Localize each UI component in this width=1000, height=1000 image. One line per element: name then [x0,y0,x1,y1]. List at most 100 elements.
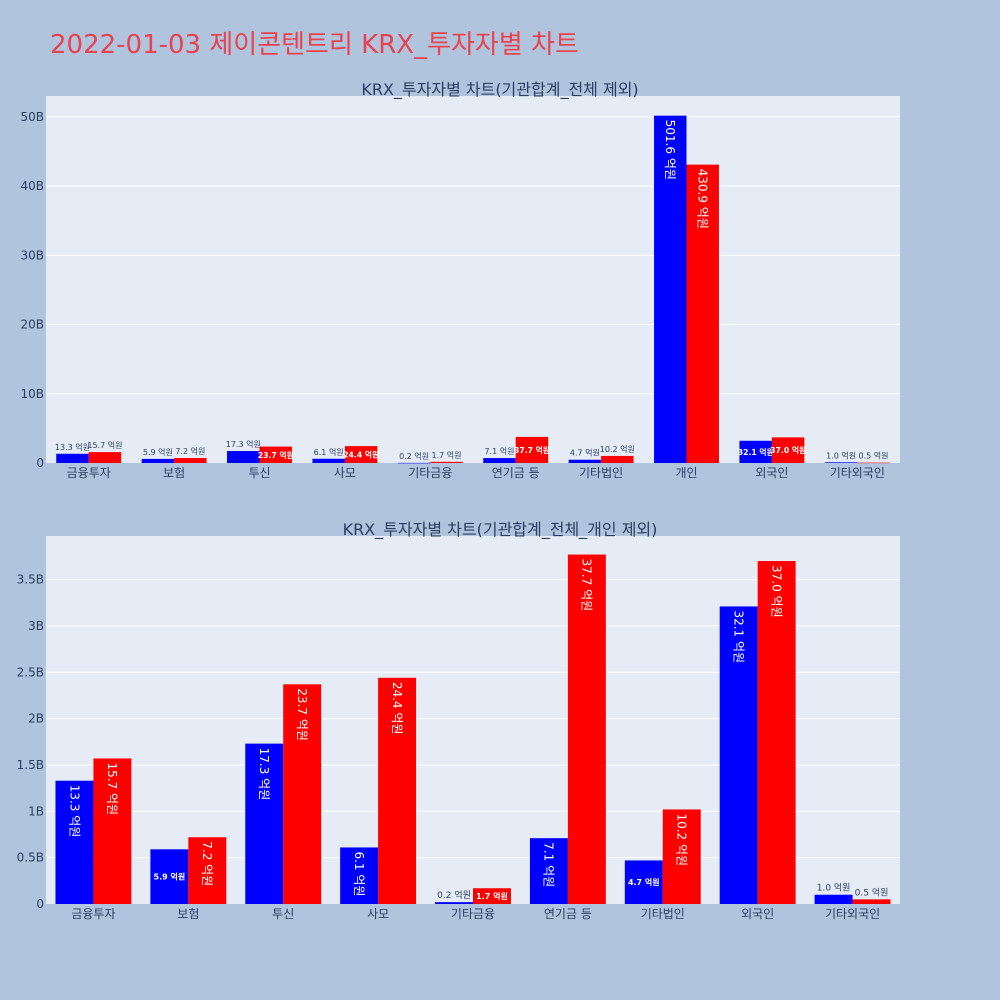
y-tick-label: 50B [20,110,44,124]
x-tick-label: 보험 [163,466,185,480]
bar [814,894,853,904]
data-label: 10.2 억원 [600,444,635,454]
data-label: 1.7 억원 [432,450,462,460]
x-tick-label: 사모 [334,466,356,480]
data-label: 5.9 억원 [154,872,186,882]
x-tick-label: 연기금 등 [492,466,540,480]
data-label: 32.1 억원 [731,610,745,663]
x-tick-label: 기타외국인 [830,466,885,480]
y-tick-label: 2B [28,712,44,726]
data-label: 430.9 억원 [696,169,710,229]
data-label: 6.1 억원 [314,447,344,457]
page-title: 2022-01-03 제이콘텐트리 KRX_투자자별 차트 [50,30,579,60]
y-tick-label: 0.5B [17,851,44,865]
y-tick-label: 0 [36,897,44,911]
bar [435,902,473,904]
data-label: 4.7 억원 [570,448,600,458]
bar [624,860,663,904]
x-tick-label: 개인 [675,466,697,480]
bar [141,458,175,463]
bar [312,458,345,463]
data-label: 37.7 억원 [514,445,550,455]
data-label: 37.0 억원 [770,445,806,455]
bar [567,554,606,904]
x-tick-label: 기타법인 [641,907,685,921]
data-label: 37.7 억원 [580,559,594,612]
y-tick-label: 3.5B [17,573,44,587]
bar [568,459,602,463]
chart-title: KRX_투자자별 차트(기관합계_전체_개인 제외) [343,520,658,540]
chart1: 0 10B 20B 30B 40B 50B KRX_투자자별 차트(기관합계_전체 제외) 금… [20,80,900,480]
bar [771,437,805,463]
data-label: 7.1 억원 [484,446,514,456]
bar [654,115,687,464]
x-tick-label: 보험 [177,907,199,921]
x-tick-label: 금융투자 [67,466,111,480]
bar [188,837,227,904]
data-label: 37.0 억원 [769,565,783,618]
data-label: 5.9 억원 [143,447,173,457]
chart2: 0 0.5B 1B 1.5B 2B 2.5B 3B 3.5B KRX_투자자별 차트(기관합계_… [17,520,900,921]
bar [245,743,284,904]
bar [150,849,189,904]
data-label: 7.2 억원 [200,841,214,886]
bar [686,164,719,463]
x-tick-label: 연기금 등 [544,907,592,921]
data-label: 501.6 억원 [663,120,677,180]
x-tick-label: 기타금융 [408,466,452,480]
data-label: 17.3 억원 [257,748,271,801]
data-label: 1.7 억원 [476,891,508,901]
bar [719,606,758,904]
x-tick-label: 기타금융 [451,907,495,921]
data-label: 32.1 억원 [738,447,774,457]
data-label: 0.2 억원 [399,451,429,461]
y-tick-label: 0 [36,456,44,470]
bar [93,758,132,904]
bar [430,461,463,463]
x-tick-label: 기타법인 [579,466,623,480]
bar [378,677,417,904]
bar [483,458,516,463]
data-label: 0.5 억원 [855,886,889,898]
bar [397,462,431,464]
data-label: 7.2 억원 [175,446,205,456]
y-tick-label: 3B [28,619,44,633]
bar [857,462,890,464]
data-label: 4.7 억원 [628,877,660,887]
data-label: 13.3 억원 [67,785,81,838]
data-label: 0.2 억원 [437,889,471,901]
bar [852,899,891,904]
data-label: 24.4 억원 [343,450,379,460]
y-tick-label: 1.5B [17,758,44,772]
bar [515,436,549,463]
y-tick-label: 40B [20,179,44,193]
bar [529,838,568,904]
x-tick-label: 금융투자 [71,907,115,921]
bar [88,452,122,463]
chart-title: KRX_투자자별 차트(기관합계_전체 제외) [361,80,638,100]
data-label: 24.4 억원 [390,682,404,735]
bar [56,453,89,463]
x-tick-label: 외국인 [741,907,774,921]
bar [227,451,260,463]
x-tick-label: 사모 [367,907,389,921]
bar [174,458,207,463]
plot-area [46,96,900,463]
data-label: 1.0 억원 [826,450,856,460]
y-tick-label: 2.5B [17,665,44,679]
bar [739,440,772,463]
bar [259,446,292,463]
bar [283,684,322,904]
bar [601,455,634,463]
x-tick-label: 외국인 [755,466,788,480]
bar [662,809,701,904]
data-label: 7.1 억원 [542,842,556,887]
data-label: 13.3 억원 [55,442,90,452]
bar [824,462,858,463]
data-label: 17.3 억원 [226,439,261,449]
x-tick-label: 투신 [248,466,270,480]
data-label: 0.5 억원 [859,451,889,461]
data-label: 1.0 억원 [817,882,851,894]
y-tick-label: 1B [28,804,44,818]
